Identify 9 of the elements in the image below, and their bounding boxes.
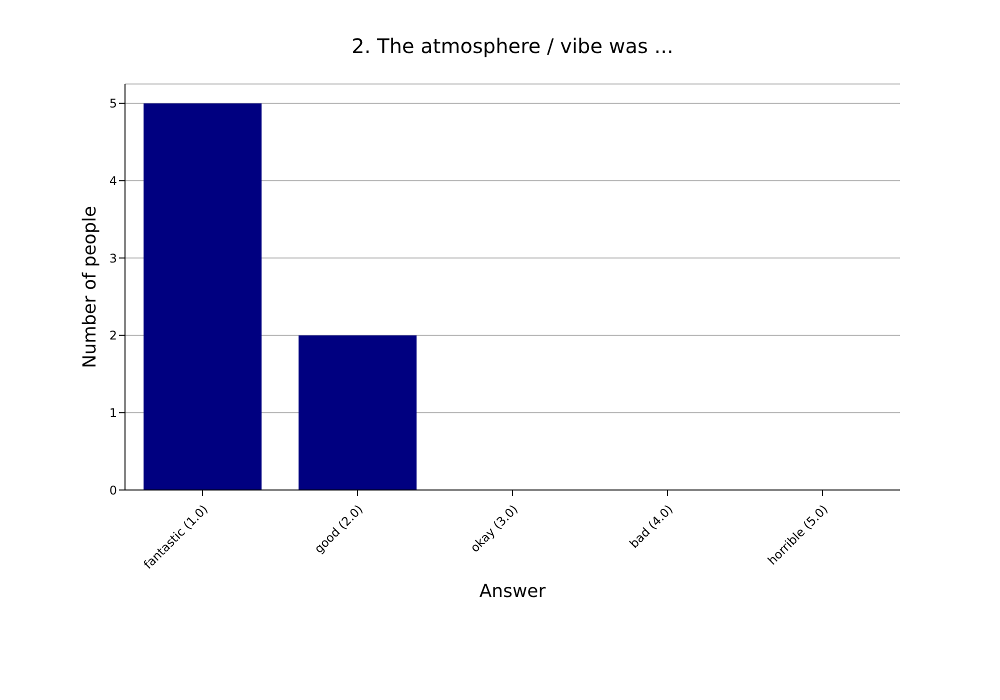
y-tick-label: 5 bbox=[109, 96, 117, 111]
y-tick-label: 3 bbox=[109, 251, 117, 266]
y-tick-label: 1 bbox=[109, 406, 117, 420]
y-tick-label: 2 bbox=[109, 328, 117, 343]
y-tick-label: 4 bbox=[109, 174, 117, 188]
chart-title: 2. The atmosphere / vibe was ... bbox=[350, 34, 674, 58]
y-axis-title: Number of people bbox=[80, 206, 100, 368]
x-axis-title: Answer bbox=[478, 581, 547, 602]
y-tick-label: 0 bbox=[109, 483, 117, 498]
